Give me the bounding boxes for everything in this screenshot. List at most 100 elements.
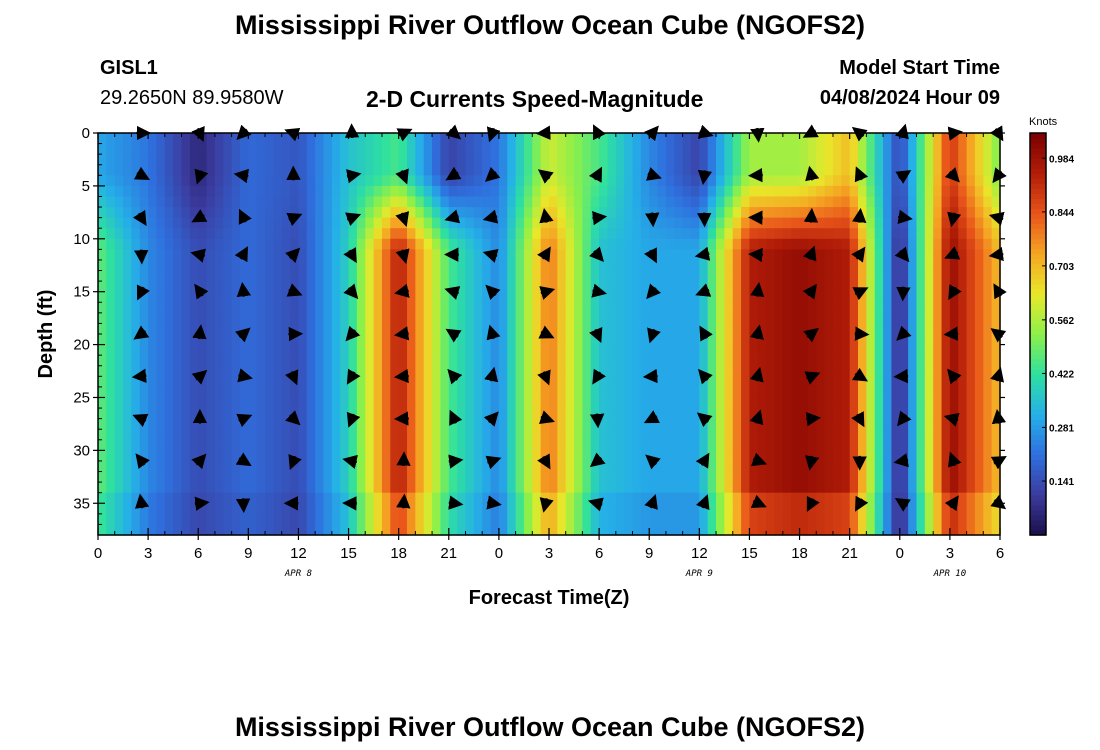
heatmap-cell (265, 397, 274, 409)
heatmap-cell (749, 503, 759, 515)
heatmap-cell (340, 312, 350, 325)
heatmap-cell (615, 492, 625, 504)
heatmap-cell (482, 376, 492, 388)
heatmap-cell (381, 376, 391, 388)
heatmap-cell (106, 386, 116, 399)
heatmap-cell (473, 397, 483, 409)
heatmap-cell (348, 344, 358, 356)
heatmap-cell (306, 408, 316, 420)
heatmap-cell (782, 259, 792, 272)
current-arrow (943, 326, 959, 341)
heatmap-cell (908, 482, 918, 494)
heatmap-cell (123, 355, 133, 367)
heatmap-cell (273, 291, 283, 303)
heatmap-cell (891, 238, 901, 250)
heatmap-cell (532, 450, 542, 462)
heatmap-cell (657, 439, 667, 451)
heatmap-cell (164, 482, 174, 494)
heatmap-cell (966, 207, 976, 219)
heatmap-cell (323, 175, 333, 187)
heatmap-cell (298, 355, 308, 367)
heatmap-cell (373, 408, 383, 420)
heatmap-cell (440, 196, 450, 208)
heatmap-cell (273, 259, 283, 272)
heatmap-cell (974, 249, 984, 261)
heatmap-cell (657, 450, 667, 462)
heatmap-cell (958, 164, 968, 176)
heatmap-cell (415, 513, 425, 526)
heatmap-cell (214, 355, 224, 367)
heatmap-cell (991, 386, 1001, 399)
heatmap-cell (649, 439, 659, 451)
heatmap-cell (507, 238, 517, 250)
heatmap-cell (515, 376, 525, 388)
heatmap-cell (741, 302, 751, 314)
heatmap-cell (323, 196, 333, 208)
heatmap-cell (874, 524, 884, 536)
heatmap-cell (148, 323, 158, 335)
heatmap-cell (716, 418, 725, 430)
heatmap-cell (991, 471, 1001, 483)
heatmap-cell (958, 365, 968, 377)
heatmap-cell (231, 249, 241, 261)
heatmap-cell (824, 207, 834, 219)
heatmap-cell (799, 429, 809, 441)
heatmap-cell (356, 133, 366, 145)
heatmap-cell (582, 397, 592, 409)
heatmap-cell (615, 196, 625, 208)
heatmap-cell (883, 482, 893, 494)
heatmap-cell (365, 238, 375, 250)
heatmap-cell (983, 133, 993, 145)
heatmap-cell (381, 259, 391, 272)
heatmap-cell (699, 143, 709, 155)
heatmap-cell (791, 344, 801, 356)
heatmap-cell (106, 334, 116, 346)
heatmap-cell (156, 334, 166, 346)
heatmap-cell (732, 334, 742, 346)
heatmap-cell (323, 323, 333, 335)
heatmap-cell (156, 450, 166, 462)
heatmap-cell (265, 196, 274, 208)
heatmap-cell (231, 228, 241, 240)
heatmap-cell (624, 143, 634, 155)
heatmap-cell (306, 513, 316, 526)
heatmap-cell (816, 482, 826, 494)
heatmap-cell (223, 185, 233, 198)
heatmap-cell (298, 217, 308, 229)
heatmap-cell (156, 503, 166, 515)
heatmap-cell (523, 281, 533, 293)
heatmap-cell (256, 376, 266, 388)
heatmap-cell (340, 365, 350, 377)
heatmap-cell (958, 450, 968, 462)
y-tick-label: 15 (73, 284, 90, 301)
heatmap-cell (156, 133, 166, 145)
current-arrow (990, 494, 1007, 510)
heatmap-cell (858, 397, 867, 409)
heatmap-cell (423, 439, 433, 451)
heatmap-cell (565, 133, 575, 145)
heatmap-cell (832, 249, 842, 261)
heatmap-cell (941, 291, 951, 303)
heatmap-cell (148, 196, 158, 208)
heatmap-cell (699, 154, 709, 166)
heatmap-cell (181, 524, 191, 536)
heatmap-cell (565, 471, 575, 483)
heatmap-cell (123, 238, 133, 250)
heatmap-cell (214, 238, 224, 250)
heatmap-cell (532, 386, 542, 399)
heatmap-cell (390, 450, 400, 462)
heatmap-cell (699, 524, 709, 536)
heatmap-cell (131, 344, 141, 356)
heatmap-cell (440, 482, 450, 494)
heatmap-cell (716, 524, 725, 536)
heatmap-cell (256, 185, 266, 198)
heatmap-cell (498, 365, 508, 377)
heatmap-cell (782, 302, 792, 314)
heatmap-cell (757, 450, 767, 462)
heatmap-cell (916, 323, 926, 335)
heatmap-cell (549, 217, 558, 229)
colorbar-segment (1030, 399, 1046, 405)
heatmap-cell (924, 281, 934, 293)
current-arrow (235, 327, 251, 343)
heatmap-cell (816, 302, 826, 314)
